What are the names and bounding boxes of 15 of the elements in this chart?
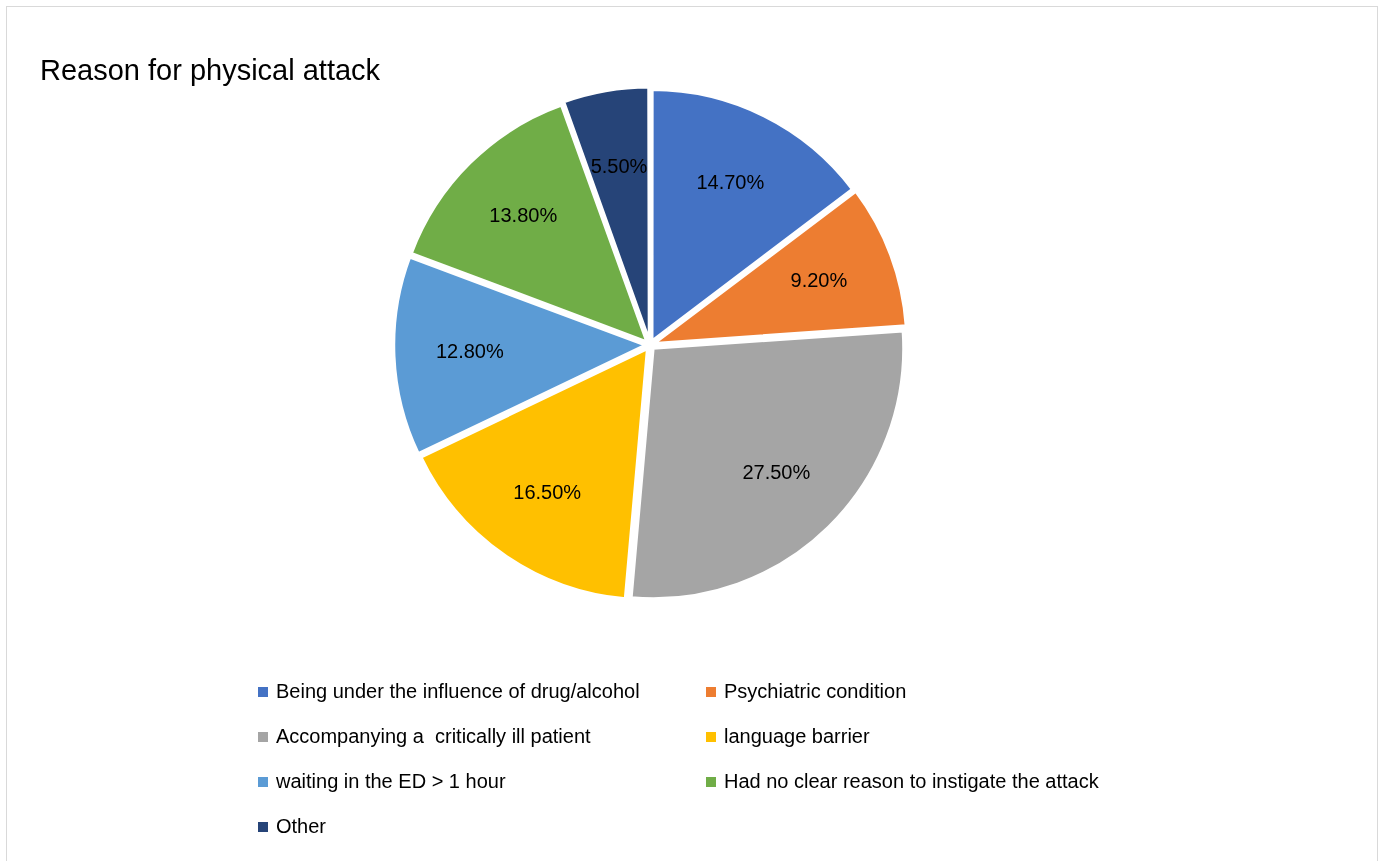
data-label: 16.50% (513, 480, 582, 503)
legend-label: Accompanying a critically ill patient (276, 725, 591, 748)
legend-label: waiting in the ED > 1 hour (276, 770, 506, 793)
legend-label: language barrier (724, 725, 870, 748)
legend-label: Being under the influence of drug/alcohol (276, 680, 640, 703)
data-label: 13.80% (489, 204, 558, 227)
data-label: 5.50% (590, 154, 648, 177)
data-label: 9.20% (790, 269, 848, 292)
legend-label: Psychiatric condition (724, 680, 907, 703)
legend-label: Had no clear reason to instigate the attack (724, 770, 1099, 793)
chart-title: Reason for physical attack (40, 54, 381, 87)
legend-label: Other (276, 815, 327, 838)
data-label: 27.50% (742, 461, 811, 484)
data-label: 14.70% (696, 171, 765, 194)
data-label: 12.80% (435, 340, 504, 363)
